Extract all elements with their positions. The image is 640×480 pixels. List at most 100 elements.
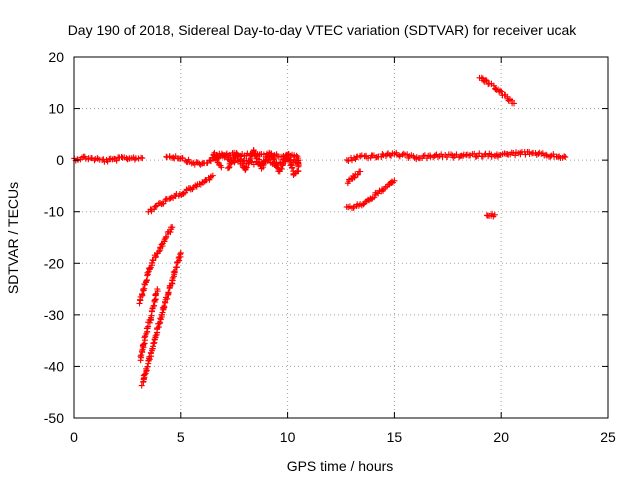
data-marker [365,155,372,162]
data-marker [243,163,250,170]
data-marker [263,150,270,157]
data-marker [170,269,177,276]
data-marker [278,165,285,172]
data-marker [375,190,382,197]
data-marker [357,168,364,175]
series-steep-a [136,224,176,307]
data-marker [144,363,151,370]
data-marker [177,249,184,256]
data-marker [482,76,489,83]
data-marker [271,160,278,167]
x-axis-label: GPS time / hours [287,458,394,474]
data-marker [165,289,172,296]
data-marker [511,100,518,107]
axis-ticks: 0 5 10 15 20 25 -50 -40 -30 -20 -10 0 10 20 [44,49,616,445]
data-marker [561,153,568,160]
x-tick-label: 5 [177,429,185,445]
data-marker [345,158,352,165]
data-marker [177,251,184,258]
data-marker [150,257,157,264]
data-marker [218,164,225,171]
series-rise-a [145,172,216,215]
y-tick-label: -10 [44,204,64,220]
y-tick-label: -40 [44,358,64,374]
data-marker [169,224,176,231]
series-drop-a [476,74,518,107]
data-marker [152,253,159,260]
data-marker [489,210,496,217]
y-tick-label: -30 [44,307,64,323]
data-marker [491,211,498,218]
data-marker [207,158,214,165]
data-marker [156,248,163,255]
x-tick-label: 0 [70,429,78,445]
y-tick-label: -50 [44,410,64,426]
y-tick-label: 20 [48,49,64,65]
data-marker [476,150,483,157]
data-marker [488,153,495,160]
data-marker [481,151,488,158]
data-marker [113,157,120,164]
data-marker [554,153,561,160]
series-baseline-c [343,148,569,165]
data-marker [148,260,155,267]
data-marker [252,152,259,159]
data-marker [160,305,167,312]
data-marker [146,265,153,272]
data-marker [138,352,145,359]
data-marker [350,203,357,210]
x-tick-label: 10 [280,429,296,445]
grid-lines [74,57,608,418]
plot-frame [73,56,609,419]
series-steep-b [137,286,161,364]
data-marker [351,174,358,181]
data-marker [453,151,460,158]
data-marker [151,297,158,304]
data-marker [152,203,159,210]
series-short-a [344,168,364,187]
data-marker [271,152,278,159]
series-noise-late [210,147,302,178]
data-marker [140,341,147,348]
data-marker [289,165,296,172]
data-marker [141,371,148,378]
data-marker [171,268,178,275]
data-marker [542,151,549,158]
y-tick-label: 0 [56,152,64,168]
data-marker [490,82,497,89]
data-marker [283,151,290,158]
series-rise-b [343,177,398,212]
data-marker [209,172,216,179]
y-axis-label: SDTVAR / TECUs [5,182,21,294]
data-marker [498,88,505,95]
y-tick-label: -20 [44,255,64,271]
data-marker [351,174,358,181]
data-marker [368,196,375,203]
data-marker [273,164,280,171]
data-marker [139,155,146,162]
series-short-b [483,210,498,220]
data-marker [154,286,161,293]
x-tick-label: 15 [387,429,403,445]
series-baseline-a [71,153,146,165]
data-marker [144,269,151,276]
data-marker [225,156,232,163]
series-steep-c [138,249,184,389]
data-marker [150,340,157,347]
x-tick-label: 20 [493,429,509,445]
data-marker [139,290,146,297]
data-marker [138,382,145,389]
data-marker [270,152,277,159]
data-marker [152,291,159,298]
data-marker [152,332,159,339]
data-marker [396,152,403,159]
data-points [71,74,569,389]
x-tick-label: 25 [600,429,616,445]
data-marker [164,295,171,302]
data-marker [384,151,391,158]
data-marker [427,153,434,160]
y-tick-label: 10 [48,101,64,117]
data-marker [497,87,504,94]
data-marker [161,303,168,310]
